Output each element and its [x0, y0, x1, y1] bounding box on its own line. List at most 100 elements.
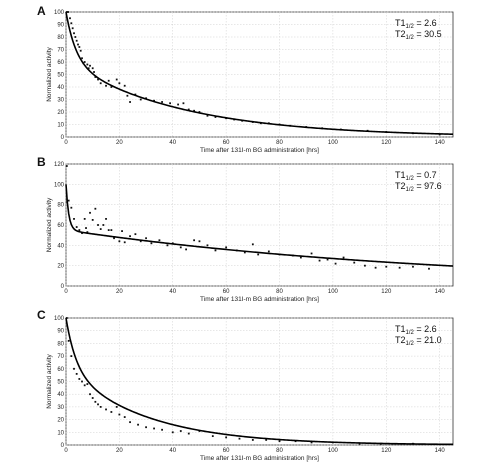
- panel-c-x-tick-label: 40: [169, 448, 176, 454]
- panel-b-data-point: [412, 265, 414, 268]
- panel-c-x-tick-label: 0: [64, 448, 68, 454]
- panel-b-x-tick-label: 80: [276, 289, 283, 295]
- panel-b-y-tick-label: 120: [54, 162, 65, 168]
- panel-b-data-point: [85, 227, 87, 229]
- panel-c-data-point: [129, 421, 131, 424]
- svg-text:T11/2 = 2.6: T11/2 = 2.6: [395, 324, 437, 336]
- panel-b-t2-value: 97.6: [424, 181, 442, 191]
- panel-a-data-point: [77, 43, 79, 46]
- panel-c-y-tick-label: 10: [57, 430, 64, 436]
- panel-a-data-point: [118, 82, 121, 85]
- panel-b-data-point: [310, 252, 313, 255]
- panel-c-y-tick-label: 40: [57, 392, 64, 398]
- panel-c-data-point: [145, 426, 147, 429]
- panel-b-data-point: [129, 235, 131, 238]
- panel-b-data-point: [121, 230, 123, 232]
- panel-a-half-life-annotation: T11/2 = 2.6 T21/2 = 30.5: [395, 18, 442, 41]
- panel-c-data-point: [238, 437, 241, 440]
- panel-b-data-point: [214, 249, 217, 252]
- panel-b-data-point: [83, 218, 86, 220]
- panel-a-data-point: [99, 82, 102, 85]
- panel-c-data-point: [153, 427, 155, 430]
- panel-c-y-tick-label: 80: [57, 341, 64, 347]
- panel-c-t1-value: 2.6: [424, 324, 437, 334]
- panel-a-data-point: [169, 102, 171, 105]
- panel-a-y-tick-label: 70: [57, 48, 64, 54]
- panel-b-data-point: [243, 251, 246, 254]
- panel-c-data-point: [211, 435, 214, 438]
- panel-b-data-point: [179, 246, 182, 249]
- panel-b-y-tick-label: 20: [57, 264, 64, 270]
- panel-c-data-point: [179, 430, 182, 432]
- panel-c-data-point: [110, 411, 113, 413]
- panel-a-data-point: [214, 116, 217, 118]
- panel-a-data-point: [93, 71, 95, 73]
- panel-b-y-tick-label: 100: [54, 182, 65, 188]
- panel-c-data-point: [278, 440, 281, 443]
- panel-a-data-point: [83, 61, 86, 63]
- panel-c-x-tick-label: 120: [381, 448, 392, 454]
- panel-a-x-tick-label: 0: [64, 140, 68, 146]
- panel-a-x-axis-label: Time after 131I-m BG administration [hrs…: [200, 147, 319, 154]
- panel-a-data-point: [89, 64, 91, 67]
- panel-b-data-point: [118, 240, 121, 243]
- panel-a-data-point: [97, 78, 99, 81]
- panel-c-x-tick-label: 20: [116, 448, 123, 454]
- panel-c-x-tick-label: 60: [223, 448, 230, 454]
- panel-c-x-axis-label: Time after 131I-m BG administration [hrs…: [200, 455, 319, 462]
- panel-b-data-point: [67, 199, 70, 202]
- panel-c-y-tick-label: 70: [57, 354, 64, 360]
- panel-a-y-tick-label: 0: [61, 135, 65, 141]
- panel-b-data-point: [326, 258, 329, 261]
- panel-a-t1-value: 2.6: [424, 18, 437, 28]
- panel-a-y-tick-label: 10: [57, 123, 64, 129]
- panel-b-data-point: [206, 244, 209, 247]
- panel-c-data-point: [310, 441, 313, 444]
- panel-c-data-point: [225, 436, 228, 439]
- panel-c-data-point: [78, 378, 81, 380]
- panel-a-fit-curve: [65, 11, 454, 136]
- panel-a-x-tick-label: 100: [328, 140, 339, 146]
- panel-c-data-point: [73, 367, 75, 370]
- panel-a-data-point: [69, 17, 71, 20]
- panel-b-x-tick-label: 60: [223, 289, 230, 295]
- panel-a-data-point: [87, 67, 90, 70]
- panel-a-data-point: [187, 108, 190, 111]
- panel-a-x-tick-label: 120: [381, 140, 392, 146]
- panel-a-data-point: [86, 63, 89, 66]
- panel-c-data-point: [118, 413, 121, 416]
- panel-c-y-tick-label: 90: [57, 329, 64, 335]
- panel-c-half-life-annotation: T11/2 = 2.6 T21/2 = 21.0: [395, 324, 442, 347]
- panel-c-data-point: [70, 355, 73, 357]
- panel-b-y-tick-label: 80: [57, 203, 64, 209]
- panel-b-data-point: [193, 239, 196, 242]
- panel-b-data-point: [134, 233, 137, 236]
- panel-a-data-point: [161, 101, 163, 103]
- panel-c-y-tick-label: 20: [57, 418, 64, 424]
- panel-c-data-point: [81, 380, 83, 383]
- panel-c-data-point: [75, 372, 78, 375]
- panel-b-data-point: [65, 165, 68, 167]
- panel-c-data-point: [97, 403, 99, 406]
- panel-a-data-point: [107, 79, 110, 82]
- panel-a-x-tick-label: 40: [169, 140, 176, 146]
- panel-b-data-point: [91, 219, 94, 221]
- panel-b-x-tick-label: 120: [381, 289, 392, 295]
- panel-c-y-tick-label: 0: [61, 443, 65, 449]
- panel-a-data-point: [129, 101, 131, 103]
- panel-a-data-point: [139, 98, 142, 101]
- panel-a-data-point: [78, 46, 81, 48]
- panel-b-data-point: [251, 243, 254, 246]
- panel-a-x-tick-label: 80: [276, 140, 283, 146]
- panel-b-data-point: [225, 246, 228, 249]
- panel-a-y-tick-label: 50: [57, 73, 64, 79]
- panel-c-x-tick-label: 140: [435, 448, 446, 454]
- panel-c-data-point: [123, 416, 126, 418]
- panel-c-data-point: [251, 439, 254, 441]
- panel-b-data-point: [102, 224, 105, 226]
- panel-b-data-point: [97, 224, 99, 226]
- panel-a-y-tick-label: 90: [57, 23, 64, 29]
- panel-b-data-point: [139, 240, 142, 243]
- panel-b-data-point: [105, 218, 107, 220]
- panel-a-data-point: [115, 78, 118, 81]
